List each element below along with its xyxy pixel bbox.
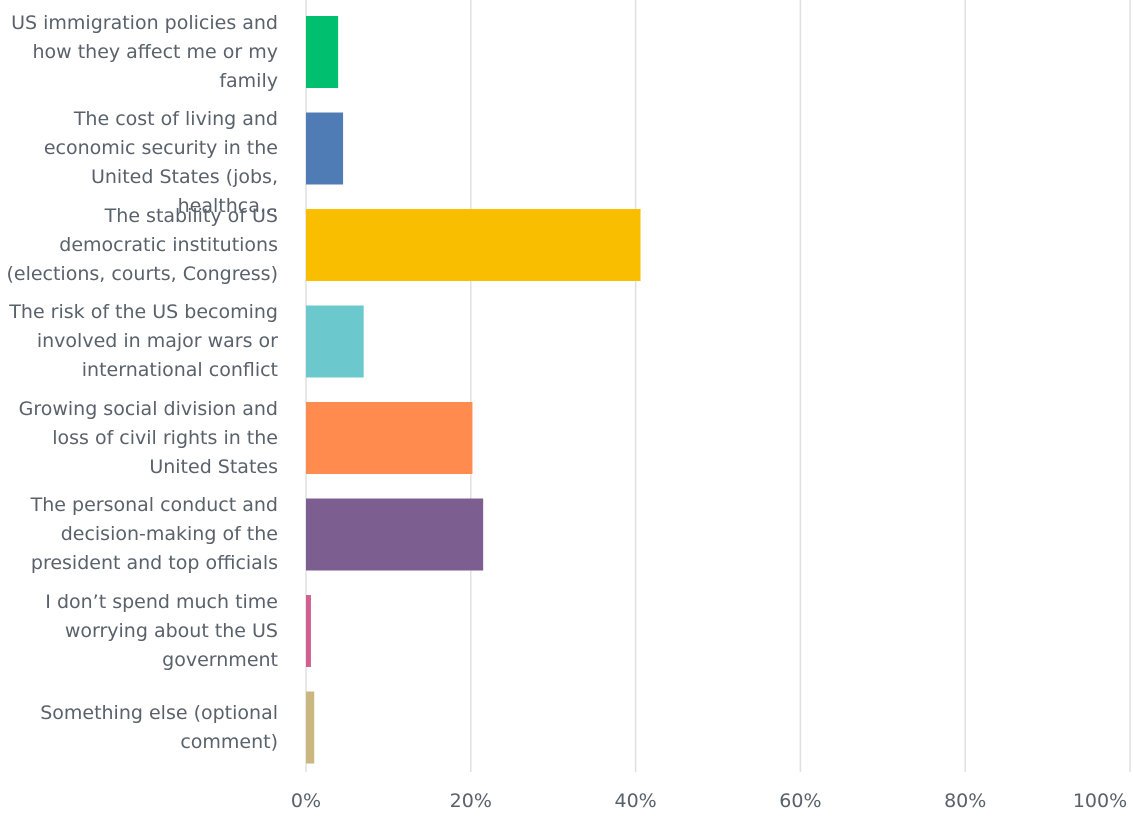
category-label: The cost of living and economic security… — [43, 108, 278, 217]
x-tick-label: 100% — [1072, 790, 1128, 812]
category-label: Something else (optional comment) — [40, 701, 278, 753]
category-label: The risk of the US becoming involved in … — [9, 301, 278, 381]
bar — [306, 595, 311, 667]
category-label: I don’t spend much time worrying about t… — [45, 590, 278, 671]
bar — [306, 112, 344, 185]
category-label: The stability of US democratic instituti… — [6, 204, 278, 285]
bar — [306, 498, 484, 571]
bar — [306, 209, 641, 281]
x-tick-label: 0% — [290, 790, 322, 812]
bar — [306, 691, 315, 764]
x-tick-label: 40% — [614, 790, 657, 812]
x-tick-label: 20% — [449, 790, 492, 812]
bar — [306, 305, 364, 378]
category-label: US immigration policies and how they aff… — [11, 11, 278, 92]
bar — [306, 16, 339, 88]
bar — [306, 402, 473, 474]
category-label: Growing social division and loss of civi… — [18, 397, 278, 478]
x-tick-label: 60% — [779, 790, 822, 812]
x-tick-label: 80% — [944, 790, 987, 812]
category-label: The personal conduct and decision-making… — [30, 494, 278, 574]
